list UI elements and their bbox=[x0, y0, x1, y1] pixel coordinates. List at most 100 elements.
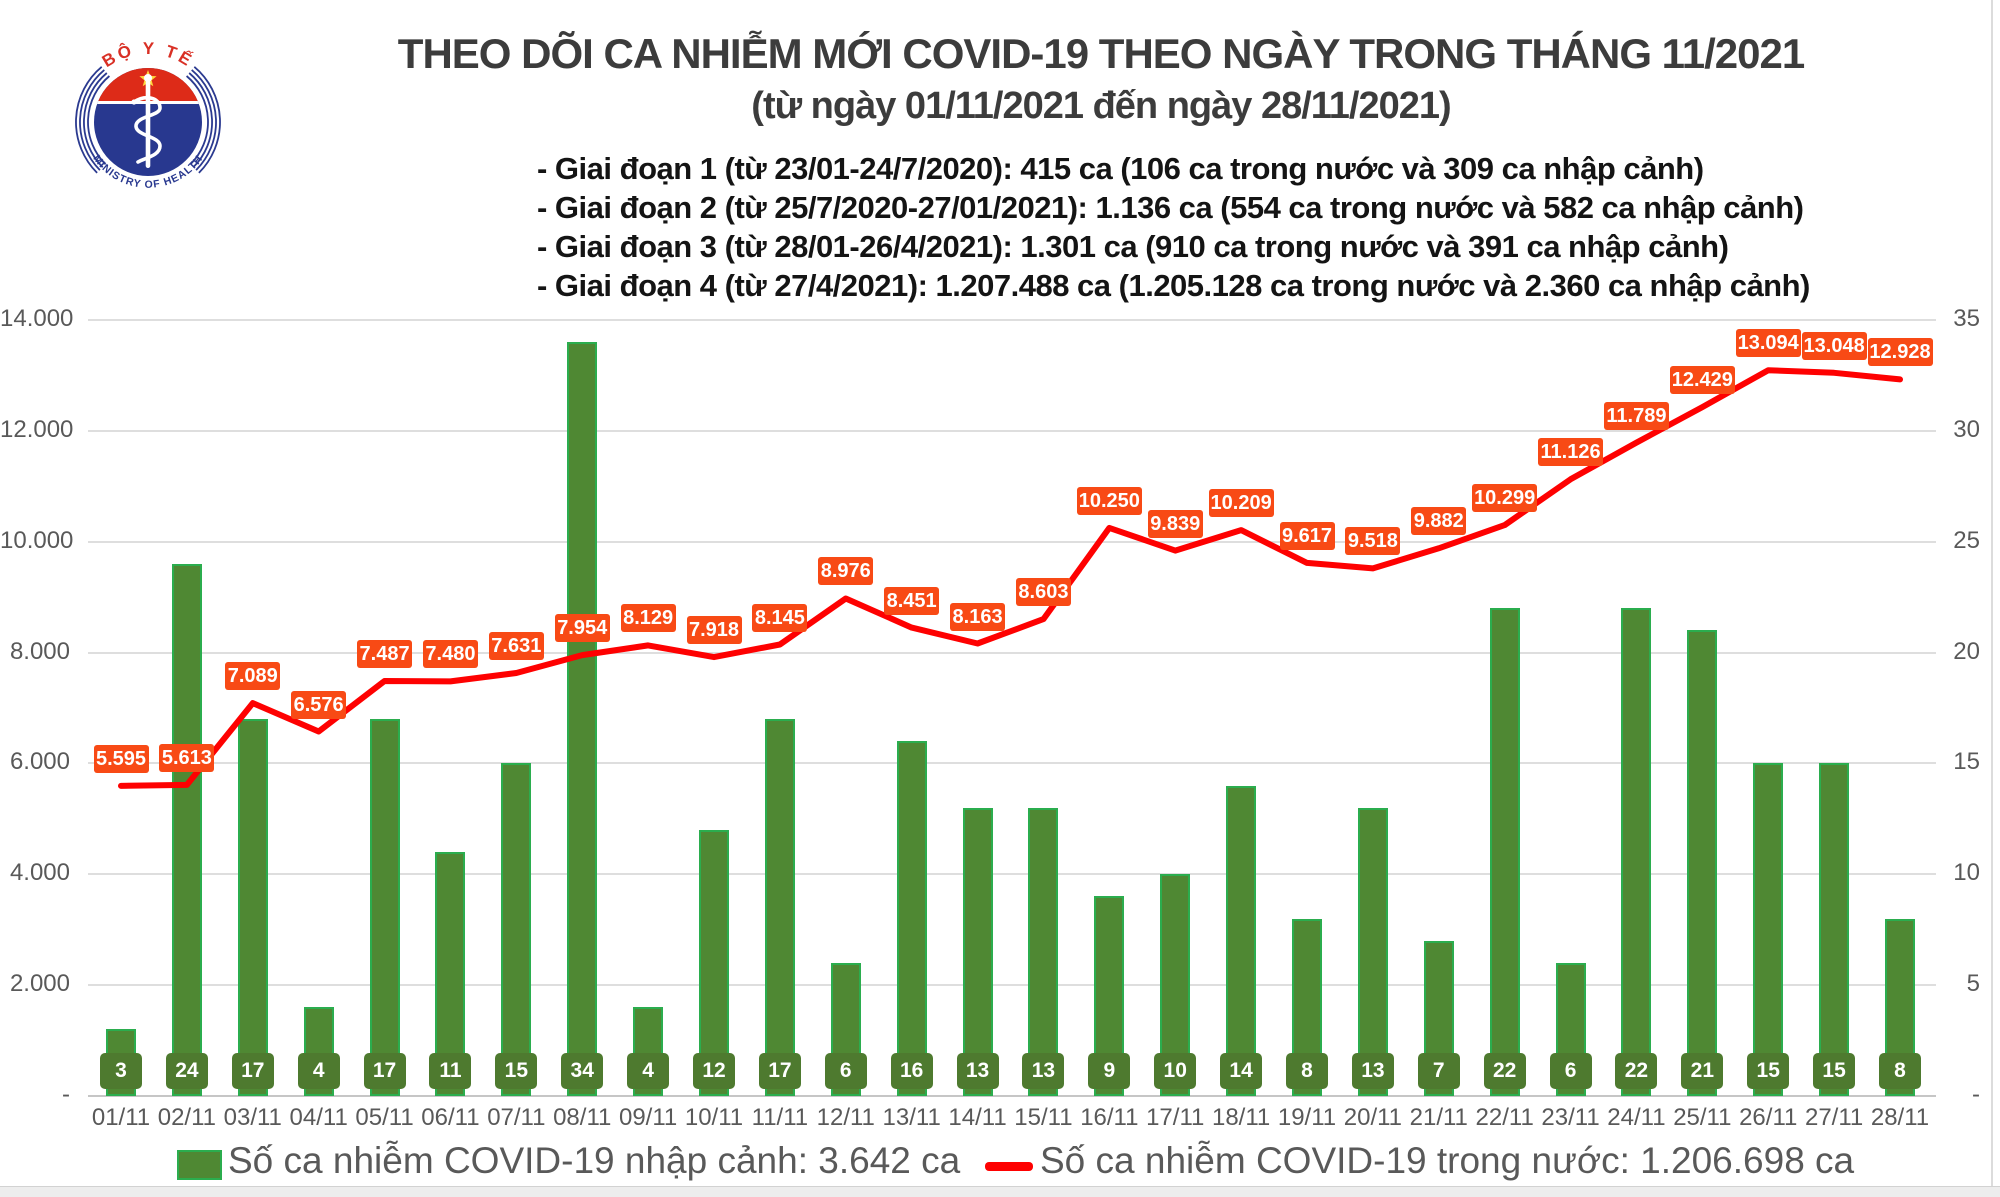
domestic-cases-value-label: 12.928 bbox=[1867, 338, 1933, 367]
domestic-cases-value-label: 7.089 bbox=[225, 662, 281, 691]
domestic-cases-value-label: 8.451 bbox=[884, 586, 940, 615]
imported-cases-bar bbox=[1819, 763, 1850, 1096]
title-block: THEO DÕI CA NHIỄM MỚI COVID-19 THEO NGÀY… bbox=[202, 30, 2000, 128]
legend: Số ca nhiễm COVID-19 nhập cảnh: 3.642 ca… bbox=[0, 1140, 2000, 1186]
right-axis-tick-label: 5 bbox=[1966, 970, 1980, 998]
x-axis-tick-label: 16/11 bbox=[1080, 1104, 1139, 1131]
domestic-cases-value-label: 8.163 bbox=[950, 602, 1006, 631]
gridline bbox=[88, 984, 1936, 987]
imported-cases-value-label: 22 bbox=[1615, 1053, 1658, 1089]
right-axis-tick-label: 10 bbox=[1953, 859, 1980, 887]
domestic-cases-value-label: 7.954 bbox=[554, 614, 610, 643]
right-axis-tick-label: 15 bbox=[1953, 748, 1980, 776]
imported-cases-value-label: 17 bbox=[231, 1053, 274, 1089]
gridline bbox=[88, 762, 1936, 765]
right-axis-tick-label: 35 bbox=[1953, 305, 1980, 332]
chart-subtitle: (từ ngày 01/11/2021 đến ngày 28/11/2021) bbox=[751, 85, 1451, 127]
imported-cases-bar bbox=[962, 808, 993, 1096]
imported-cases-value-label: 14 bbox=[1220, 1053, 1263, 1089]
domestic-cases-value-label: 8.145 bbox=[752, 603, 808, 632]
imported-cases-value-label: 24 bbox=[165, 1053, 208, 1089]
x-axis-tick-label: 06/11 bbox=[421, 1104, 480, 1131]
imported-cases-value-label: 21 bbox=[1681, 1053, 1724, 1089]
imported-cases-bar bbox=[1489, 608, 1520, 1096]
domestic-cases-value-label: 8.603 bbox=[1015, 578, 1071, 607]
gridline bbox=[88, 873, 1936, 876]
imported-cases-bar bbox=[1621, 608, 1652, 1096]
domestic-cases-value-label: 9.882 bbox=[1411, 507, 1467, 536]
domestic-cases-value-label: 7.480 bbox=[422, 640, 478, 669]
x-axis-tick-label: 14/11 bbox=[948, 1104, 1007, 1131]
chart-title: THEO DÕI CA NHIỄM MỚI COVID-19 THEO NGÀY… bbox=[397, 30, 1805, 77]
x-axis-tick-label: 08/11 bbox=[553, 1104, 612, 1131]
left-axis-tick-label: 12.000 bbox=[0, 415, 74, 443]
imported-cases-value-label: 13 bbox=[956, 1053, 999, 1089]
x-axis-tick-label: 20/11 bbox=[1343, 1104, 1403, 1131]
right-axis-tick-label: - bbox=[1972, 1081, 1980, 1108]
x-axis-tick-label: 04/11 bbox=[289, 1104, 348, 1131]
domestic-cases-value-label: 13.048 bbox=[1801, 331, 1867, 360]
right-axis-tick-label: 20 bbox=[1953, 637, 1980, 665]
phase-line-4: - Giai đoạn 4 (từ 27/4/2021): 1.207.488 … bbox=[537, 268, 1810, 303]
domestic-cases-value-label: 8.976 bbox=[818, 557, 874, 586]
x-axis-tick-label: 22/11 bbox=[1475, 1104, 1534, 1131]
legend-domestic-label: Số ca nhiễm COVID-19 trong nước: 1.206.6… bbox=[1040, 1140, 1855, 1181]
domestic-cases-value-label: 7.631 bbox=[488, 632, 544, 661]
domestic-cases-value-label: 11.126 bbox=[1538, 438, 1604, 467]
imported-cases-value-label: 15 bbox=[495, 1053, 538, 1089]
x-axis-tick-label: 09/11 bbox=[618, 1104, 678, 1131]
x-axis-tick-label: 24/11 bbox=[1607, 1104, 1666, 1131]
x-axis-tick-label: 26/11 bbox=[1739, 1104, 1798, 1131]
x-axis-tick-label: 01/11 bbox=[91, 1104, 151, 1131]
gridline bbox=[88, 319, 1936, 321]
imported-cases-bar bbox=[1357, 808, 1388, 1096]
phase-line-3: - Giai đoạn 3 (từ 28/01-26/4/2021): 1.30… bbox=[537, 229, 1729, 264]
legend-imported-label: Số ca nhiễm COVID-19 nhập cảnh: 3.642 ca bbox=[228, 1140, 961, 1181]
domestic-cases-value-label: 11.789 bbox=[1603, 401, 1669, 430]
x-axis-tick-label: 27/11 bbox=[1804, 1104, 1864, 1131]
imported-cases-value-label: 4 bbox=[627, 1053, 670, 1089]
window-right-edge bbox=[1991, 0, 1993, 1186]
gridline bbox=[88, 540, 1936, 543]
left-axis-tick-label: 10.000 bbox=[0, 526, 74, 554]
domestic-cases-value-label: 12.429 bbox=[1669, 366, 1735, 395]
right-axis-tick-label: 30 bbox=[1953, 415, 1980, 443]
gridline bbox=[88, 429, 1936, 432]
x-axis-tick-label: 21/11 bbox=[1409, 1104, 1468, 1131]
left-axis-tick-label: 2.000 bbox=[9, 970, 70, 998]
left-axis-tick-label: 14.000 bbox=[0, 305, 74, 332]
right-axis-tick-label: 25 bbox=[1953, 526, 1980, 554]
left-axis-tick-label: 6.000 bbox=[9, 748, 70, 776]
domestic-cases-value-label: 9.518 bbox=[1345, 527, 1401, 556]
domestic-cases-value-label: 8.129 bbox=[620, 604, 676, 633]
imported-cases-value-label: 34 bbox=[561, 1053, 604, 1089]
logo-ray-arcs bbox=[75, 66, 221, 174]
domestic-cases-value-label: 9.839 bbox=[1147, 509, 1203, 538]
phase-line-1: - Giai đoạn 1 (từ 23/01-24/7/2020): 415 … bbox=[537, 151, 1704, 186]
left-axis-tick-label: - bbox=[62, 1081, 70, 1108]
x-axis-tick-label: 15/11 bbox=[1014, 1104, 1073, 1131]
gridline bbox=[88, 1095, 1936, 1097]
imported-cases-bar bbox=[369, 719, 400, 1096]
imported-cases-value-label: 7 bbox=[1417, 1053, 1460, 1089]
imported-cases-value-label: 12 bbox=[693, 1053, 735, 1089]
x-axis-tick-label: 11/11 bbox=[751, 1104, 809, 1131]
imported-cases-value-label: 17 bbox=[758, 1053, 801, 1089]
logo-asclepius-icon bbox=[131, 74, 162, 168]
x-axis-tick-label: 23/11 bbox=[1541, 1104, 1600, 1131]
x-axis-tick-label: 12/11 bbox=[816, 1104, 875, 1131]
imported-cases-value-label: 6 bbox=[1549, 1053, 1592, 1089]
left-axis-tick-label: 4.000 bbox=[9, 859, 70, 887]
imported-cases-bar bbox=[699, 830, 729, 1096]
phase-summary: - Giai đoạn 1 (từ 23/01-24/7/2020): 415 … bbox=[537, 149, 1810, 305]
x-axis-tick-label: 18/11 bbox=[1211, 1104, 1271, 1131]
left-axis-tick-label: 8.000 bbox=[9, 637, 70, 665]
domestic-cases-value-label: 5.595 bbox=[93, 744, 149, 773]
imported-cases-bar bbox=[1226, 786, 1257, 1096]
imported-cases-value-label: 15 bbox=[1813, 1053, 1856, 1089]
domestic-cases-value-label: 10.209 bbox=[1208, 489, 1274, 518]
imported-cases-bar bbox=[567, 342, 598, 1096]
imported-cases-bar bbox=[764, 719, 795, 1096]
legend-line-swatch bbox=[985, 1162, 1033, 1171]
imported-cases-bar bbox=[501, 763, 532, 1096]
